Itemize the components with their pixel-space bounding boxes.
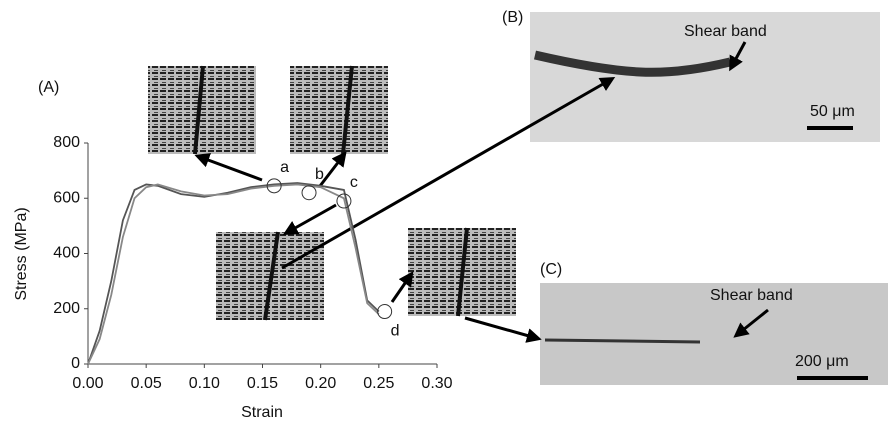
band [456,227,469,317]
x-tick-label: 0.15 [247,375,278,392]
micrograph-C [540,283,888,385]
annotation-label: b [315,166,324,183]
arrow [282,203,337,235]
micrographs: 50 μm 200 μm Shear band Shear band [148,12,888,385]
arrow [194,153,263,182]
annotation-label: d [391,323,400,340]
shear-band [544,338,701,344]
x-tick-label: 0.20 [305,375,336,392]
arrow [733,308,769,338]
band [263,231,280,321]
arrow [318,151,347,187]
inset-label: Shear band [710,287,793,304]
y-axis-label: Stress (MPa) [13,207,30,300]
x-tick-label: 0.25 [363,375,394,392]
scale-label: 50 μm [810,103,855,120]
arrow [729,41,747,72]
annotation-marker [266,178,282,194]
annotation-marker [336,193,352,209]
x-tick-label: 0.05 [131,375,162,392]
panel-label: (B) [502,9,523,26]
x-axis-label: Strain [241,404,283,421]
scale-label: 200 μm [795,353,849,370]
y-tick-label: 600 [53,189,80,206]
shear-band [533,50,732,77]
panel-label: (C) [540,261,562,278]
annotation-label: c [350,174,358,191]
annotation-marker [377,304,393,320]
y-tick-label: 400 [53,245,80,262]
inset-label: Shear band [684,23,767,40]
y-tick-label: 800 [53,134,80,151]
arrow [390,271,414,303]
arrows [194,41,769,343]
micrograph-B [530,12,880,142]
micrograph-b [290,66,388,154]
band [193,65,205,155]
y-tick-label: 200 [53,300,80,317]
x-tick-label: 0.30 [421,375,452,392]
annotation-label: a [280,159,289,176]
x-tick-label: 0.10 [189,375,220,392]
y-tick-label: 0 [71,355,80,372]
x-tick-label: 0.00 [72,375,103,392]
arrow [281,77,616,270]
panel-label: (A) [38,79,59,96]
stress-strain-curve [87,183,380,365]
arrow [464,316,542,343]
annotation-marker [301,185,317,201]
band [341,65,354,155]
